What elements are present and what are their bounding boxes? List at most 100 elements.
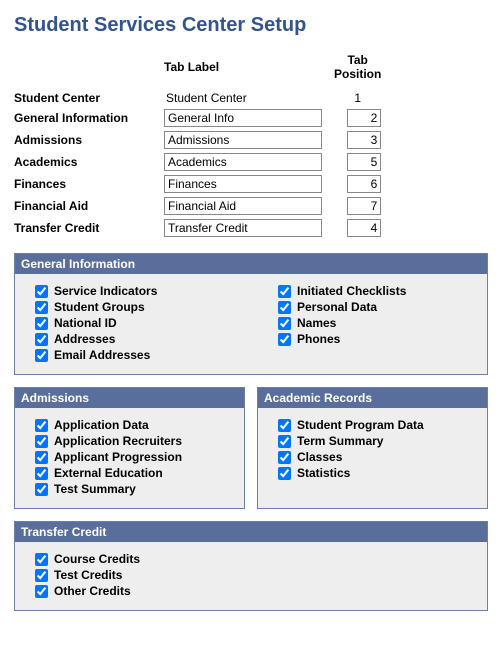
checkbox-applicant-progression[interactable] — [35, 451, 48, 464]
page-title: Student Services Center Setup — [14, 14, 488, 37]
tab-row-general-information: General Information — [14, 107, 387, 129]
check-row-classes: Classes — [278, 450, 481, 464]
tab-row-finances: Finances — [14, 173, 387, 195]
checkbox-test-summary[interactable] — [35, 483, 48, 496]
checkbox-email-addresses[interactable] — [35, 349, 48, 362]
section-header-transfer-credit: Transfer Credit — [15, 522, 487, 542]
check-row-service-indicators: Service Indicators — [35, 284, 238, 298]
checkbox-label-addresses: Addresses — [54, 332, 115, 346]
tab-row-name: Financial Aid — [14, 195, 164, 217]
tab-label-input-academics[interactable] — [164, 153, 322, 171]
col-header-tab-label: Tab Label — [164, 51, 334, 89]
check-row-applicant-progression: Applicant Progression — [35, 450, 238, 464]
checkbox-label-names: Names — [297, 316, 336, 330]
check-row-email-addresses: Email Addresses — [35, 348, 238, 362]
checkbox-label-applicant-progression: Applicant Progression — [54, 450, 182, 464]
checkbox-student-program-data[interactable] — [278, 419, 291, 432]
checkbox-application-recruiters[interactable] — [35, 435, 48, 448]
checkbox-names[interactable] — [278, 317, 291, 330]
col-header-blank — [14, 51, 164, 89]
checkbox-label-student-program-data: Student Program Data — [297, 418, 424, 432]
tab-position-input-general-information[interactable] — [347, 109, 381, 127]
tab-label-input-transfer-credit[interactable] — [164, 219, 322, 237]
check-row-test-summary: Test Summary — [35, 482, 238, 496]
checkbox-phones[interactable] — [278, 333, 291, 346]
checkbox-label-personal-data: Personal Data — [297, 300, 377, 314]
check-row-names: Names — [278, 316, 481, 330]
checkbox-label-statistics: Statistics — [297, 466, 350, 480]
checkbox-label-term-summary: Term Summary — [297, 434, 383, 448]
checkbox-label-external-education: External Education — [54, 466, 163, 480]
checkbox-external-education[interactable] — [35, 467, 48, 480]
checkbox-label-course-credits: Course Credits — [54, 552, 140, 566]
checkbox-test-credits[interactable] — [35, 569, 48, 582]
check-row-national-id: National ID — [35, 316, 238, 330]
checkbox-label-service-indicators: Service Indicators — [54, 284, 157, 298]
check-row-initiated-checklists: Initiated Checklists — [278, 284, 481, 298]
check-row-other-credits: Other Credits — [35, 584, 481, 598]
tab-row-name: Academics — [14, 151, 164, 173]
tab-row-name: General Information — [14, 107, 164, 129]
checkbox-label-other-credits: Other Credits — [54, 584, 131, 598]
checkbox-service-indicators[interactable] — [35, 285, 48, 298]
check-row-statistics: Statistics — [278, 466, 481, 480]
check-row-external-education: External Education — [35, 466, 238, 480]
checkbox-addresses[interactable] — [35, 333, 48, 346]
checkbox-student-groups[interactable] — [35, 301, 48, 314]
check-row-application-data: Application Data — [35, 418, 238, 432]
checkbox-label-application-data: Application Data — [54, 418, 149, 432]
tab-row-financial-aid: Financial Aid — [14, 195, 387, 217]
tab-row-name: Finances — [14, 173, 164, 195]
tab-row-name: Student Center — [14, 89, 164, 107]
checkbox-term-summary[interactable] — [278, 435, 291, 448]
tab-label-input-admissions[interactable] — [164, 131, 322, 149]
tab-label-input-general-information[interactable] — [164, 109, 322, 127]
tab-position-input-academics[interactable] — [347, 153, 381, 171]
section-header-general-information: General Information — [15, 254, 487, 274]
section-header-academic-records: Academic Records — [258, 388, 487, 408]
check-row-addresses: Addresses — [35, 332, 238, 346]
checkbox-label-national-id: National ID — [54, 316, 117, 330]
checkbox-label-test-summary: Test Summary — [54, 482, 136, 496]
tab-position-input-admissions[interactable] — [347, 131, 381, 149]
check-row-course-credits: Course Credits — [35, 552, 481, 566]
tab-row-name: Admissions — [14, 129, 164, 151]
tab-label-text-student-center: Student Center — [164, 91, 247, 105]
section-academic-records: Academic Records Student Program Data Ter… — [257, 387, 488, 509]
tab-row-admissions: Admissions — [14, 129, 387, 151]
tab-position-input-transfer-credit[interactable] — [347, 219, 381, 237]
col-header-tab-position: Tab Position — [334, 51, 387, 89]
check-row-test-credits: Test Credits — [35, 568, 481, 582]
checkbox-national-id[interactable] — [35, 317, 48, 330]
tab-row-academics: Academics — [14, 151, 387, 173]
tab-position-input-financial-aid[interactable] — [347, 197, 381, 215]
check-row-phones: Phones — [278, 332, 481, 346]
checkbox-label-student-groups: Student Groups — [54, 300, 145, 314]
checkbox-statistics[interactable] — [278, 467, 291, 480]
tab-row-transfer-credit: Transfer Credit — [14, 217, 387, 239]
tab-config-table: Tab Label Tab Position Student CenterStu… — [14, 51, 387, 239]
tab-position-input-finances[interactable] — [347, 175, 381, 193]
tab-label-input-finances[interactable] — [164, 175, 322, 193]
checkbox-label-test-credits: Test Credits — [54, 568, 122, 582]
checkbox-label-initiated-checklists: Initiated Checklists — [297, 284, 406, 298]
checkbox-other-credits[interactable] — [35, 585, 48, 598]
check-row-student-program-data: Student Program Data — [278, 418, 481, 432]
checkbox-classes[interactable] — [278, 451, 291, 464]
section-admissions: Admissions Application DataApplication R… — [14, 387, 245, 509]
check-row-term-summary: Term Summary — [278, 434, 481, 448]
checkbox-label-classes: Classes — [297, 450, 342, 464]
tab-position-text-student-center: 1 — [334, 91, 381, 105]
check-row-personal-data: Personal Data — [278, 300, 481, 314]
section-transfer-credit: Transfer Credit Course Credits Test Credi… — [14, 521, 488, 611]
checkbox-application-data[interactable] — [35, 419, 48, 432]
tab-label-input-financial-aid[interactable] — [164, 197, 322, 215]
checkbox-label-email-addresses: Email Addresses — [54, 348, 150, 362]
check-row-student-groups: Student Groups — [35, 300, 238, 314]
checkbox-personal-data[interactable] — [278, 301, 291, 314]
section-general-information: General Information Service Indicators St… — [14, 253, 488, 375]
check-row-application-recruiters: Application Recruiters — [35, 434, 238, 448]
checkbox-initiated-checklists[interactable] — [278, 285, 291, 298]
checkbox-course-credits[interactable] — [35, 553, 48, 566]
tab-row-name: Transfer Credit — [14, 217, 164, 239]
